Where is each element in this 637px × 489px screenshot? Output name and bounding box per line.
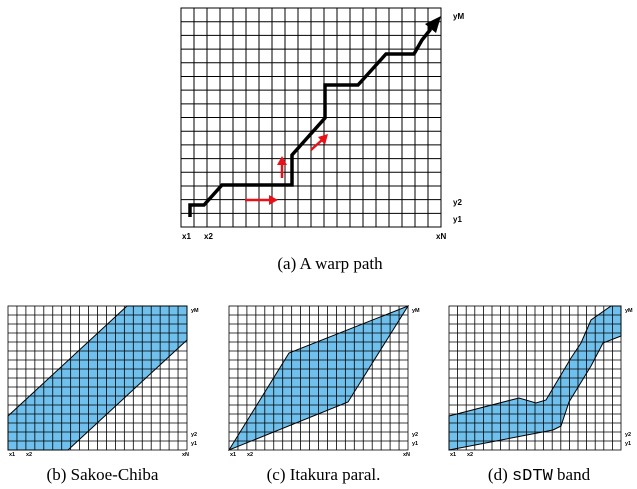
label-y2: y2 — [625, 432, 631, 438]
grid-c — [228, 305, 409, 451]
label-x2: x2 — [26, 452, 32, 458]
grid-a — [180, 7, 442, 228]
sdtw-band-figure: x1 x2 y1 y2 yM — [448, 305, 633, 458]
grid-d — [448, 305, 622, 451]
label-x1: x1 — [9, 452, 15, 458]
label-yM: yM — [412, 308, 420, 314]
caption-a: (a) A warp path — [277, 254, 383, 273]
label-x1: x1 — [230, 452, 236, 458]
label-xN: xN — [403, 452, 410, 458]
label-yM: yM — [453, 12, 464, 21]
grid-b — [7, 305, 188, 451]
label-y1: y1 — [412, 441, 418, 447]
red-arrows — [245, 134, 328, 205]
label-y1: y1 — [191, 441, 197, 447]
warp-path-end-arrowhead — [425, 16, 441, 33]
red-arrow-right — [245, 195, 278, 205]
red-arrow-diagonal — [310, 134, 328, 151]
label-x2: x2 — [204, 232, 213, 241]
label-y1: y1 — [453, 215, 462, 224]
label-xN: xN — [436, 232, 446, 241]
label-x1: x1 — [182, 232, 191, 241]
caption-b: (b) Sakoe-Chiba — [46, 465, 159, 484]
label-x1: x1 — [450, 452, 456, 458]
itakura-figure: x1 x2 xN y1 y2 yM — [227, 304, 420, 458]
label-y2: y2 — [412, 432, 418, 438]
label-y2: y2 — [453, 198, 462, 207]
warp-path-line — [188, 27, 432, 217]
caption-d: (d) sDTW band — [487, 465, 591, 486]
warp-path-figure: x1 x2 xN y1 y2 yM — [180, 7, 464, 241]
label-yM: yM — [625, 308, 633, 314]
label-x2: x2 — [467, 452, 473, 458]
sakoe-chiba-figure: x1 x2 xN y1 y2 yM — [7, 305, 199, 458]
label-x2: x2 — [247, 452, 253, 458]
red-arrow-up — [277, 156, 287, 178]
label-xN: xN — [182, 452, 189, 458]
label-yM: yM — [191, 308, 199, 314]
caption-c: (c) Itakura paral. — [266, 465, 381, 484]
label-y1: y1 — [625, 441, 631, 447]
label-y2: y2 — [191, 432, 197, 438]
